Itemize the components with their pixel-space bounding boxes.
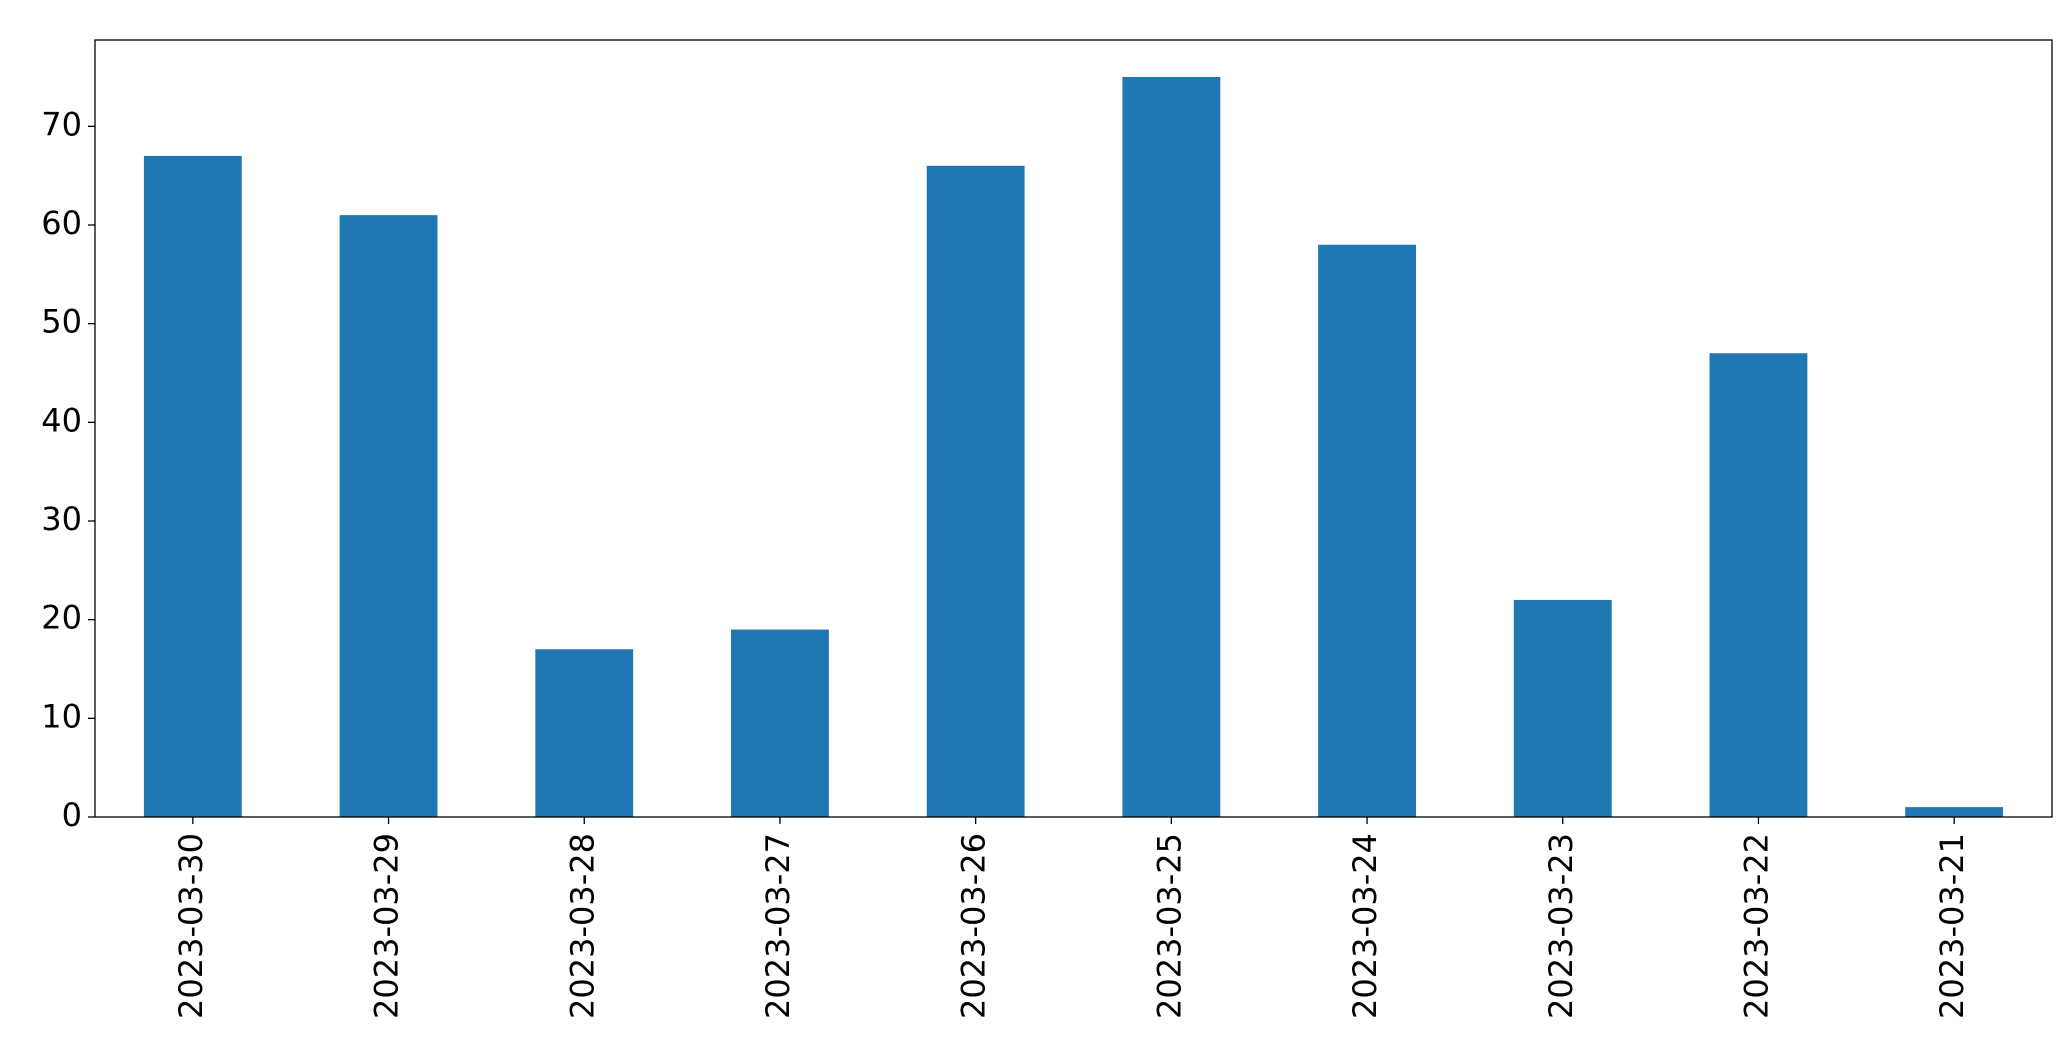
x-tick-label: 2023-03-25 [1150,833,1188,1019]
y-tick-label: 50 [41,303,82,341]
bar [143,155,242,817]
bar [1905,807,2004,817]
bar [535,649,634,817]
bar [1122,77,1221,817]
y-tick-label: 30 [41,500,82,538]
x-tick-label: 2023-03-23 [1542,833,1580,1019]
y-tick-label: 70 [41,105,82,143]
x-tick-label: 2023-03-30 [172,833,210,1019]
x-tick-label: 2023-03-28 [563,833,601,1019]
bar [1513,599,1612,817]
x-tick-label: 2023-03-27 [759,833,797,1019]
x-tick-label: 2023-03-24 [1346,833,1384,1019]
y-tick-label: 0 [62,796,82,834]
plot-frame [94,39,2053,818]
y-tick-label: 20 [41,599,82,637]
bar [1318,244,1416,817]
bar [339,215,438,818]
y-tick-label: 60 [41,204,82,242]
x-tick-label: 2023-03-21 [1933,833,1971,1019]
y-tick-label: 40 [41,401,82,439]
x-tick-label: 2023-03-29 [368,833,406,1019]
x-tick-label: 2023-03-26 [955,833,993,1019]
y-tick-label: 10 [41,697,82,735]
bar [731,629,829,817]
bar [1709,353,1808,817]
bar [926,165,1025,818]
x-tick-label: 2023-03-22 [1737,833,1775,1019]
